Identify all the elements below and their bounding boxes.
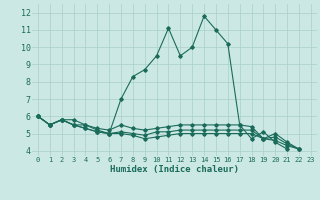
X-axis label: Humidex (Indice chaleur): Humidex (Indice chaleur) xyxy=(110,165,239,174)
